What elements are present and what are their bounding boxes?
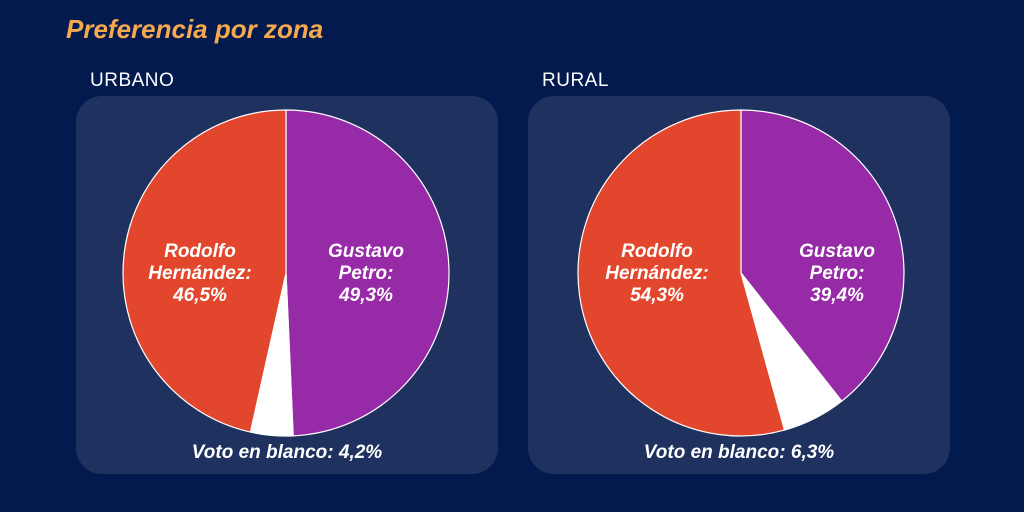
urban-slice-label-line: 46,5% [172, 285, 227, 306]
urban-blank-vote-label: Voto en blanco: 4,2% [191, 442, 383, 463]
urban-slice-label-hernandez: Rodolfo Hernández: 46,5% [148, 241, 251, 306]
urban-slice-label-line: Gustavo [328, 241, 404, 262]
urban-zone-label: URBANO [90, 70, 175, 91]
urban-pie-chart: Gustavo Petro: 49,3% Rodolfo Hernández: 46,5% [122, 109, 450, 437]
urban-slice-petro [285, 109, 450, 437]
urban-slice-label-line: Rodolfo [164, 241, 236, 262]
rural-slice-label-hernandez: Rodolfo Hernández: 54,3% [605, 241, 708, 306]
rural-slice-label-line: Rodolfo [621, 241, 693, 262]
rural-slice-label-line: 39,4% [810, 285, 864, 306]
chart-title: Preferencia por zona [66, 14, 324, 44]
urban-slice-hernandez [122, 109, 287, 433]
rural-slice-label-petro: Gustavo Petro: 39,4% [799, 241, 875, 306]
urban-slice-label-line: 49,3% [338, 285, 393, 306]
rural-slice-label-line: 54,3% [630, 285, 684, 306]
rural-blank-vote-label: Voto en blanco: 6,3% [643, 442, 835, 463]
urban-pie-panel: Gustavo Petro: 49,3% Rodolfo Hernández: 46,5%… [76, 96, 498, 474]
rural-slice-petro [740, 109, 905, 403]
rural-slice-hernandez [577, 109, 786, 437]
urban-slice-label-petro: Gustavo Petro: 49,3% [328, 241, 404, 306]
rural-slice-label-line: Petro: [810, 263, 865, 284]
rural-pie-panel: Gustavo Petro: 39,4% Rodolfo Hernández: 54,3%… [528, 96, 950, 474]
rural-slice-label-line: Hernández: [605, 263, 708, 284]
urban-slice-label-line: Hernández: [148, 263, 251, 284]
rural-pie-chart: Gustavo Petro: 39,4% Rodolfo Hernández: 54,3% [577, 109, 905, 437]
rural-slice-label-line: Gustavo [799, 241, 875, 262]
urban-slice-label-line: Petro: [339, 263, 394, 284]
rural-zone-label: RURAL [542, 70, 609, 91]
